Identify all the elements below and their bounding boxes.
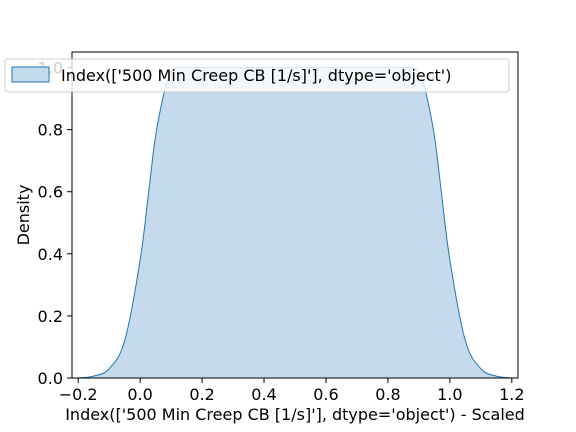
density-area-fill bbox=[78, 67, 512, 379]
y-axis-label: Density bbox=[14, 185, 33, 246]
y-tick-label: 0.2 bbox=[38, 307, 63, 326]
legend-box bbox=[4, 58, 510, 93]
x-tick-label: 0.8 bbox=[375, 385, 400, 404]
x-tick-label: 1.0 bbox=[437, 385, 462, 404]
axes-frame bbox=[71, 51, 519, 379]
x-tick-label: −0.2 bbox=[59, 385, 98, 404]
y-tick-label: 0.8 bbox=[38, 121, 63, 140]
y-tick-label: 0.6 bbox=[38, 183, 63, 202]
legend-label: Index(['500 Min Creep CB [1/s]'], dtype=… bbox=[61, 66, 451, 85]
legend: Index(['500 Min Creep CB [1/s]'], dtype=… bbox=[4, 58, 510, 93]
x-axis-ticks: −0.2 0.0 0.2 0.4 0.6 0.8 1.0 1.2 bbox=[59, 378, 525, 404]
x-axis-label: Index(['500 Min Creep CB [1/s]'], dtype=… bbox=[65, 405, 525, 424]
x-tick-label: 0.0 bbox=[127, 385, 152, 404]
y-axis-ticks: 0.00.20.40.60.81.0 bbox=[38, 59, 72, 388]
axes-spines bbox=[71, 51, 519, 379]
x-tick-label: 0.4 bbox=[251, 385, 276, 404]
legend-swatch bbox=[11, 66, 50, 83]
x-tick-label: 0.6 bbox=[313, 385, 338, 404]
x-tick-label: 0.2 bbox=[189, 385, 214, 404]
y-tick-label: 0.4 bbox=[38, 245, 63, 264]
x-tick-label: 1.2 bbox=[499, 385, 524, 404]
y-tick-label: 0.0 bbox=[38, 369, 63, 388]
